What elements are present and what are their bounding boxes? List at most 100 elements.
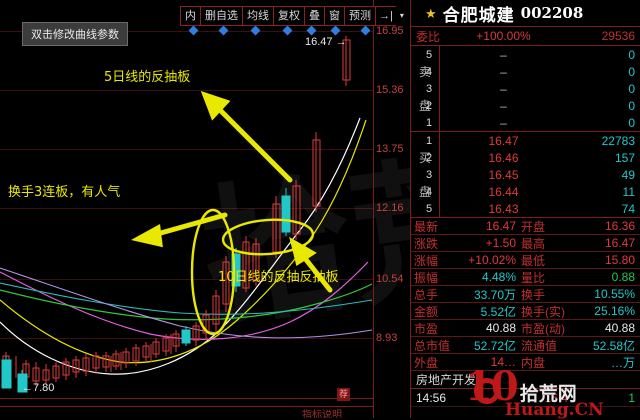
stat-value: 4.48%: [481, 270, 516, 284]
low-price-value: 7.80: [33, 382, 55, 394]
annotation-ma10-rebound: 10日线的反抽反抽板: [218, 270, 339, 285]
stat-value: 10.55%: [594, 287, 635, 301]
stat-label: 流通值: [521, 338, 558, 353]
price: 16.43: [488, 201, 519, 216]
order-ratio-label: 委比: [415, 29, 440, 44]
chevron-down-icon[interactable]: ▾: [395, 6, 408, 26]
level: 2: [425, 151, 433, 164]
price: –: [500, 98, 507, 113]
diamond-icon: [330, 25, 341, 36]
buy-row-2[interactable]: 买 2 16.46 157: [411, 149, 640, 166]
sector-label[interactable]: 房地产开发: [411, 371, 640, 389]
level: 2: [425, 99, 433, 112]
price-tick: 12.16: [376, 202, 404, 214]
chart-toolbar[interactable]: 内 删自选 均线 复权 叠 窗 预测 →| ▾: [180, 6, 408, 26]
star-icon[interactable]: ★: [425, 5, 437, 21]
level: 3: [425, 82, 433, 95]
volume: 0: [628, 81, 635, 96]
stat-value: 33.70万: [473, 287, 516, 302]
tb-window[interactable]: 窗: [324, 6, 345, 26]
tick-price: 16.4: [544, 390, 568, 405]
stat-value: 16.36: [604, 219, 635, 233]
stat-row-amplitude: 振幅 4.48% 量比 0.88: [411, 269, 640, 286]
sell-row-3[interactable]: 3 – 0: [411, 80, 640, 97]
stat-label: 涨跌: [414, 236, 439, 251]
recommend-badge[interactable]: 荐: [337, 388, 350, 401]
stat-label: 总市值: [414, 338, 451, 353]
stat-row-pe: 市盈 40.88 市盈(动) 40.88: [411, 320, 640, 337]
stat-label: 总手: [414, 287, 439, 302]
gridline: [0, 208, 374, 209]
buy-side-label: 买: [418, 151, 431, 165]
tb-ma[interactable]: 均线: [242, 6, 274, 26]
last-price-value: 16.47: [305, 36, 333, 48]
stat-value: 52.58亿: [592, 338, 635, 353]
stat-value: 40.88: [604, 321, 635, 335]
stat-row-last: 最新 16.47 开盘 16.36: [411, 218, 640, 235]
stat-value: 16.47: [604, 236, 635, 250]
volume: 74: [621, 201, 635, 216]
tick-row: 14:56 16.4 1: [411, 389, 640, 407]
kline-chart-pane[interactable]: 拾荒: [0, 0, 410, 418]
indicator-note[interactable]: 指标说明: [302, 410, 342, 418]
order-ratio-row: 委比 +100.00% 29536: [411, 27, 640, 46]
sell-order-book[interactable]: 5 – 0 卖 4 – 0 3 – 0 盘 2 – 0 1: [411, 46, 640, 131]
buy-row-1[interactable]: 1 16.47 22783: [411, 132, 640, 149]
price-tick: 8.93: [376, 332, 398, 344]
price: 16.46: [488, 150, 519, 165]
diamond-icon: [188, 25, 199, 36]
tb-del-watchlist[interactable]: 删自选: [200, 6, 243, 26]
gridline: [0, 279, 374, 280]
gridline: [0, 31, 374, 32]
buy-order-book[interactable]: 1 16.47 22783 买 2 16.46 157 3 16.45 49 盘…: [411, 132, 640, 217]
tb-inner[interactable]: 内: [180, 6, 201, 26]
buy-row-5[interactable]: 5 16.43 74: [411, 200, 640, 217]
stats-table: 最新 16.47 开盘 16.36 涨跌 +1.50 最高 16.47 涨幅 +…: [411, 217, 640, 371]
price: –: [500, 64, 507, 79]
price: 16.45: [488, 167, 519, 182]
tb-overlay[interactable]: 叠: [304, 6, 325, 26]
stock-name: 合肥城建: [442, 5, 515, 26]
sell-side-label: 卖: [418, 65, 431, 79]
stat-label: 涨幅: [414, 253, 439, 268]
stat-row-pct: 涨幅 +10.02% 最低 15.80: [411, 252, 640, 269]
gridline: [0, 90, 374, 91]
sell-row-1[interactable]: 1 – 0: [411, 114, 640, 131]
tick-time: 14:56: [416, 390, 447, 405]
stat-label: 金额: [414, 304, 439, 319]
buy-row-3[interactable]: 3 16.45 49: [411, 166, 640, 183]
tb-adjust[interactable]: 复权: [273, 6, 305, 26]
buy-row-4[interactable]: 盘 4 16.44 11: [411, 183, 640, 200]
price: 16.47: [488, 133, 519, 148]
price-axis-rule: [373, 0, 374, 418]
diamond-icon: [282, 25, 293, 36]
price: –: [500, 47, 507, 62]
price-tick: 16.95: [376, 25, 404, 37]
volume: 157: [614, 150, 635, 165]
stat-row-amount: 金额 5.52亿 换手(实) 25.16%: [411, 303, 640, 320]
sell-row-5[interactable]: 5 – 0: [411, 46, 640, 63]
volume: 0: [628, 98, 635, 113]
stat-value: 5.52亿: [480, 304, 516, 319]
tick-volume: 1: [628, 390, 635, 405]
stat-row-marketcap: 总市值 52.72亿 流通值 52.58亿: [411, 337, 640, 354]
level: 1: [425, 116, 433, 129]
stat-row-volume: 总手 33.70万 换手 10.55%: [411, 286, 640, 303]
stat-value: 15.80: [604, 253, 635, 267]
stat-label: 最高: [521, 236, 546, 251]
annotation-turnover-3-limit: 换手3连板，有人气: [8, 185, 121, 200]
price: –: [500, 81, 507, 96]
sell-row-2[interactable]: 盘 2 – 0: [411, 97, 640, 114]
sell-side-label2: 盘: [418, 99, 431, 113]
stat-value: 40.88: [485, 321, 516, 335]
stat-value: …万: [610, 355, 635, 370]
stat-label: 换手(实): [521, 304, 565, 319]
tb-forecast[interactable]: 预测: [344, 6, 376, 26]
quote-panel: ★ 合肥城建 002208 委比 +100.00% 29536 5 – 0 卖 …: [410, 0, 640, 418]
order-ratio-volume: 29536: [601, 29, 635, 43]
level: 5: [425, 48, 433, 61]
volume: 22783: [601, 133, 635, 148]
price-axis: 16.95 15.36 13.75 12.16 10.54 8.93: [374, 0, 410, 418]
tb-jump-end[interactable]: →|: [375, 6, 397, 26]
sell-row-4[interactable]: 卖 4 – 0: [411, 63, 640, 80]
